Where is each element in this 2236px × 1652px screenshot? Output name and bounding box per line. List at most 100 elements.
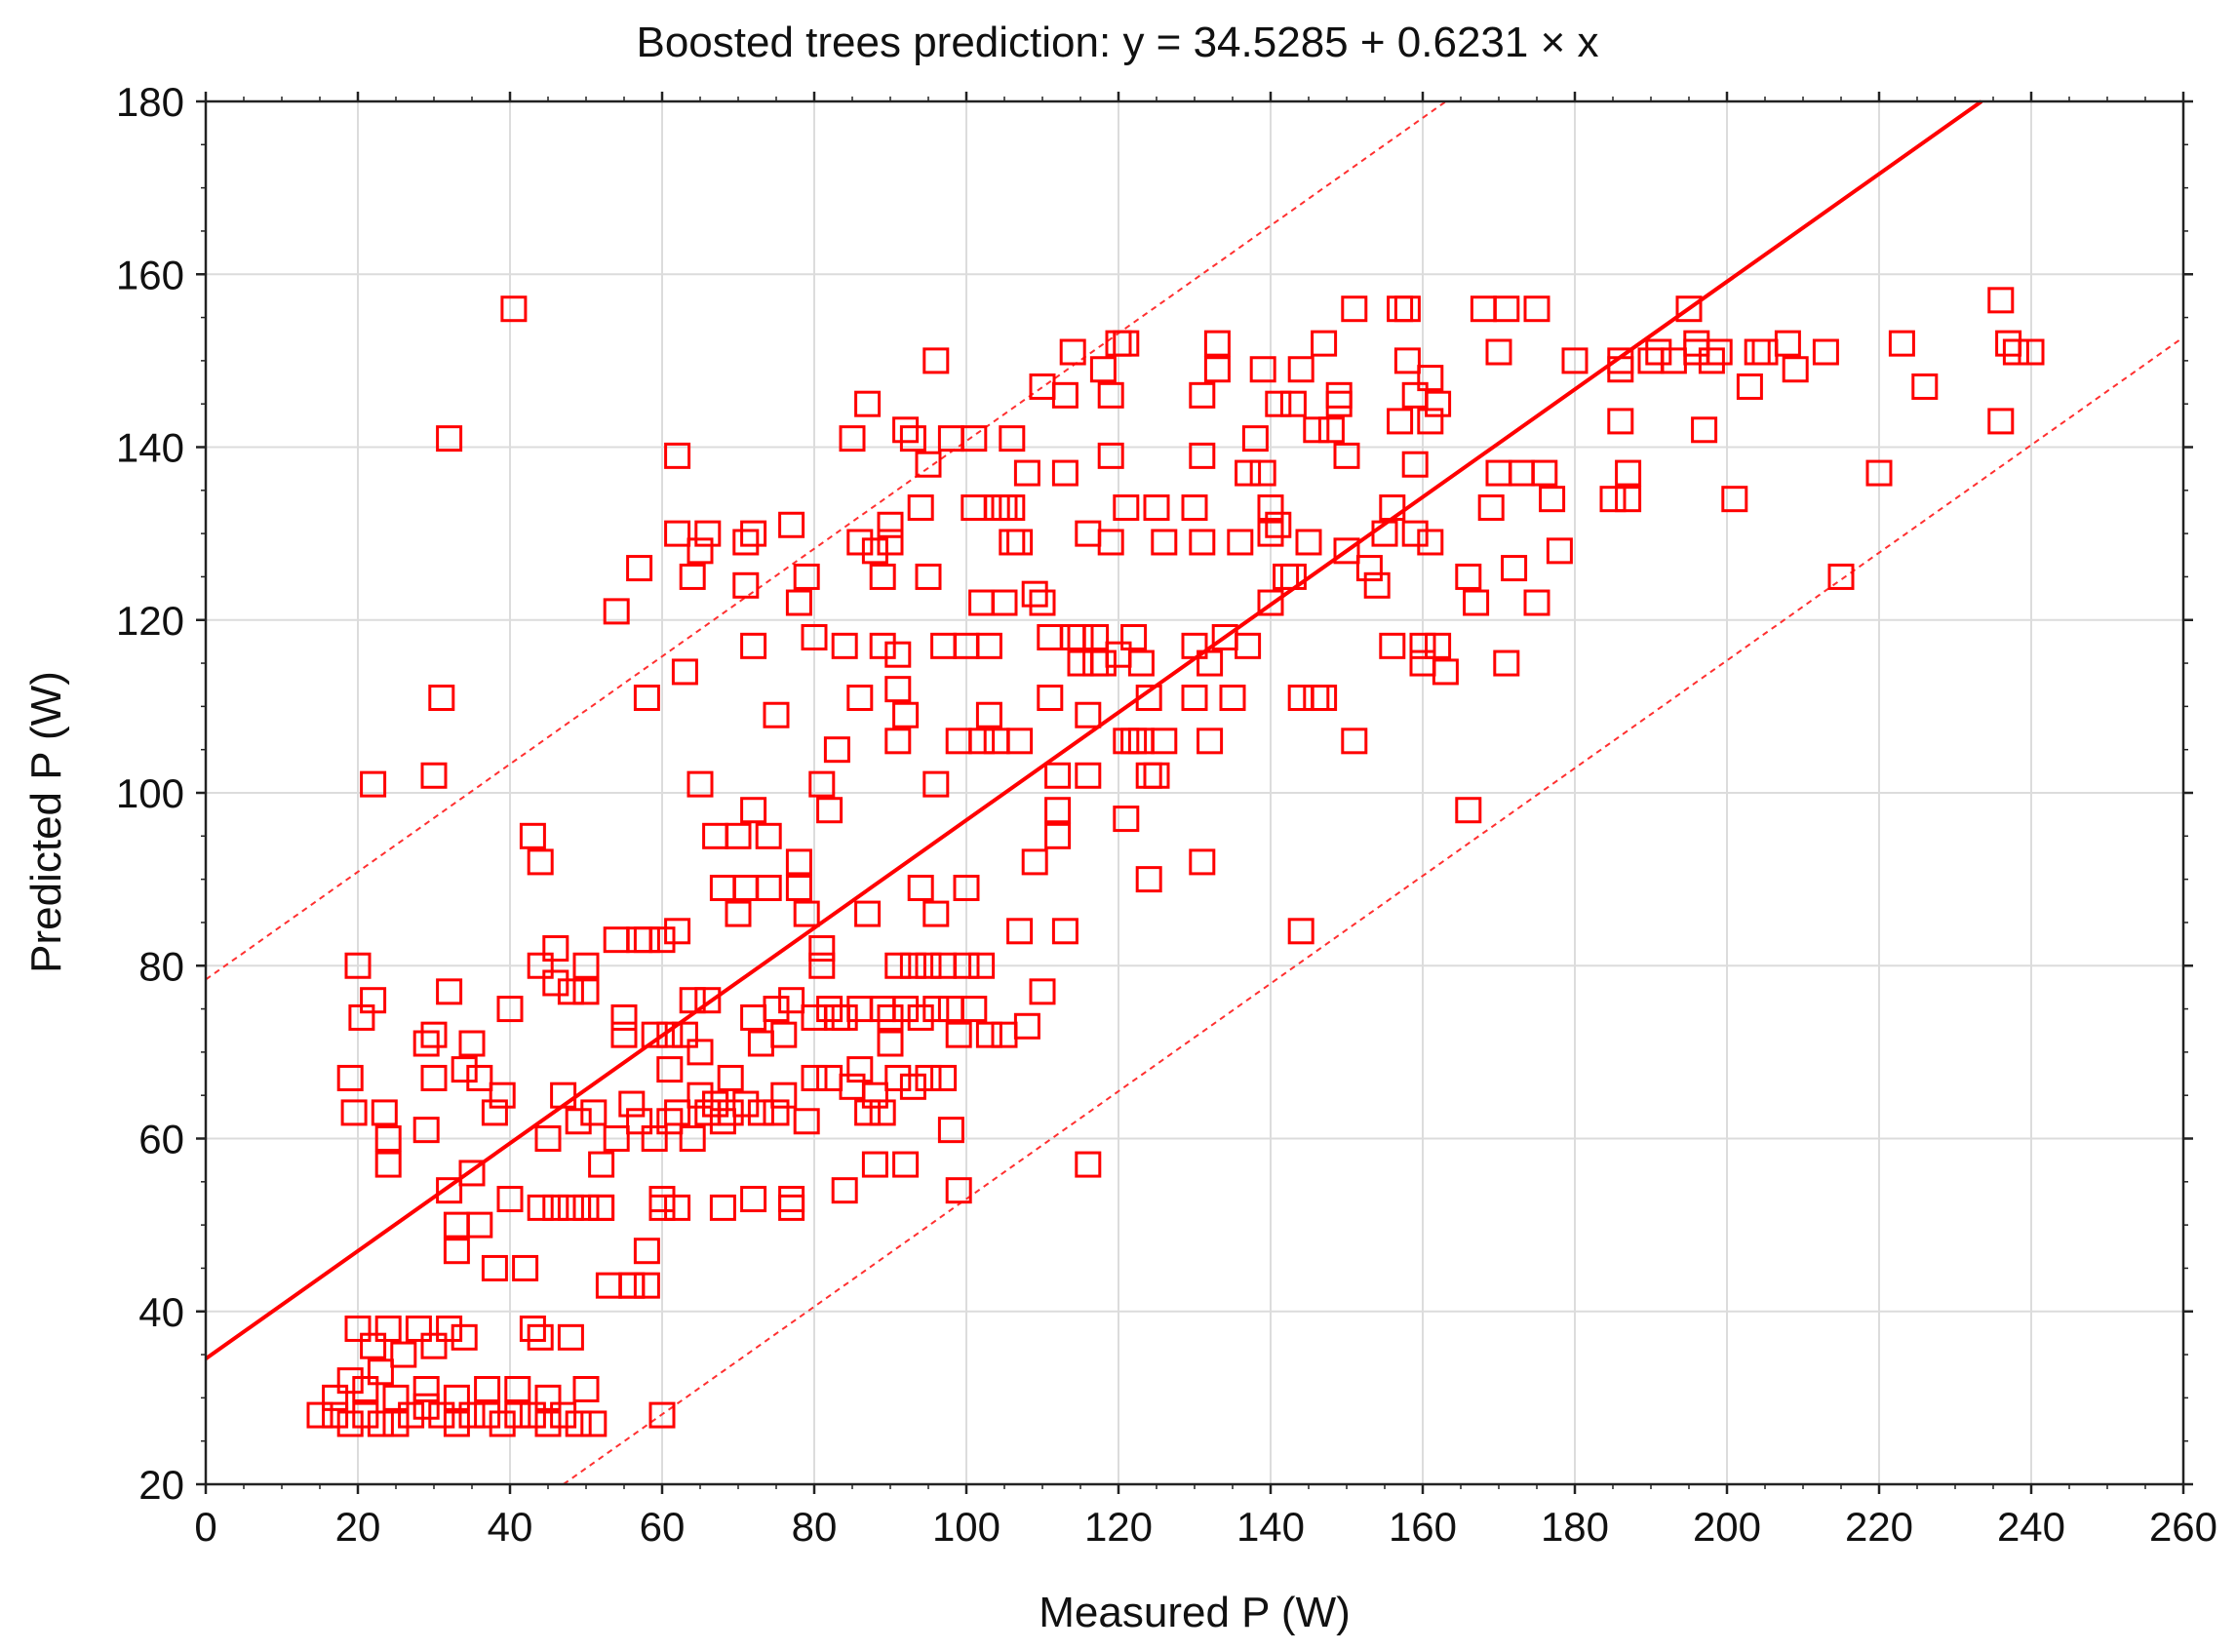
data-point: [884, 728, 912, 755]
data-point: [648, 1401, 676, 1429]
data-point: [763, 701, 790, 728]
data-points: [306, 287, 2045, 1437]
data-point: [1235, 632, 1262, 659]
data-point: [968, 728, 996, 755]
x-axis-label: Measured P (W): [1039, 1589, 1351, 1636]
data-point: [534, 1384, 562, 1411]
data-point: [1037, 623, 1064, 650]
data-point: [991, 589, 1018, 616]
data-point: [1355, 555, 1383, 582]
data-point: [367, 1358, 394, 1386]
data-point: [922, 770, 950, 798]
x-tick-label: 240: [1997, 1504, 2065, 1550]
data-point: [747, 1099, 774, 1126]
x-tick-label: 40: [488, 1504, 533, 1550]
data-point: [527, 1323, 554, 1351]
data-point: [1051, 918, 1079, 945]
x-tick-label: 140: [1236, 1504, 1305, 1550]
data-point: [778, 1186, 805, 1213]
data-point: [1432, 658, 1459, 686]
data-point: [732, 1090, 760, 1118]
data-point: [1363, 571, 1391, 599]
data-point: [633, 926, 660, 954]
data-point: [443, 1211, 470, 1239]
data-point: [861, 537, 888, 565]
data-point: [557, 978, 584, 1005]
data-point: [1387, 295, 1414, 323]
data-point: [382, 1410, 410, 1437]
data-point: [686, 537, 714, 565]
data-point: [360, 770, 387, 798]
data-point: [565, 1410, 592, 1437]
data-point: [420, 762, 448, 789]
data-point: [664, 1099, 691, 1126]
data-point: [1508, 459, 1535, 487]
data-point: [1317, 416, 1345, 444]
data-point: [854, 1099, 882, 1126]
data-point: [1888, 330, 1915, 357]
data-point: [1325, 381, 1353, 409]
data-point: [1013, 1012, 1040, 1040]
data-point: [322, 1384, 349, 1411]
data-point: [519, 1401, 546, 1429]
data-point: [1037, 685, 1064, 712]
data-point: [854, 900, 882, 927]
data-point: [816, 797, 843, 824]
data-point: [572, 1194, 600, 1221]
data-point: [831, 1177, 858, 1204]
data-point: [1455, 563, 1482, 590]
data-point: [907, 1003, 934, 1031]
data-point: [846, 685, 874, 712]
data-point: [466, 1211, 493, 1239]
data-point: [618, 1272, 646, 1299]
data-point: [496, 996, 524, 1023]
data-point: [504, 1376, 531, 1403]
data-point: [1097, 529, 1124, 556]
data-point: [740, 520, 767, 547]
data-point: [953, 952, 980, 979]
data-point: [763, 996, 790, 1023]
data-point: [702, 1090, 729, 1118]
data-point: [374, 1151, 402, 1178]
data-point: [915, 952, 942, 979]
data-point: [633, 1272, 660, 1299]
data-point: [1143, 762, 1170, 789]
data-point: [953, 874, 980, 901]
data-point: [1409, 632, 1436, 659]
data-point: [679, 987, 706, 1014]
data-point: [1812, 338, 1839, 366]
data-point: [915, 563, 942, 590]
data-point: [1059, 623, 1086, 650]
data-point: [1151, 529, 1178, 556]
chart-title: Boosted trees prediction: y = 34.5285 + …: [636, 19, 1598, 66]
data-point: [633, 685, 660, 712]
data-point: [557, 1194, 584, 1221]
data-point: [1044, 822, 1072, 849]
data-point: [808, 952, 836, 979]
data-point: [656, 1056, 684, 1083]
data-point: [1645, 338, 1672, 366]
data-point: [428, 685, 455, 712]
data-point: [648, 926, 676, 954]
data-point: [641, 1021, 668, 1048]
data-point: [1493, 649, 1520, 677]
data-point: [1393, 295, 1421, 323]
data-point: [1029, 589, 1056, 616]
data-point: [1241, 425, 1269, 452]
data-point: [306, 1401, 333, 1429]
data-point: [618, 1272, 646, 1299]
data-point: [1127, 649, 1155, 677]
data-point: [603, 1125, 630, 1152]
data-point: [1196, 728, 1224, 755]
data-point: [732, 874, 760, 901]
data-point: [527, 952, 554, 979]
data-point: [534, 1410, 562, 1437]
data-point: [694, 987, 722, 1014]
data-point: [458, 1401, 486, 1429]
data-point: [2002, 338, 2029, 366]
data-point: [755, 822, 782, 849]
data-point: [626, 1108, 653, 1135]
data-point: [519, 1315, 546, 1342]
x-tick-label: 120: [1084, 1504, 1153, 1550]
